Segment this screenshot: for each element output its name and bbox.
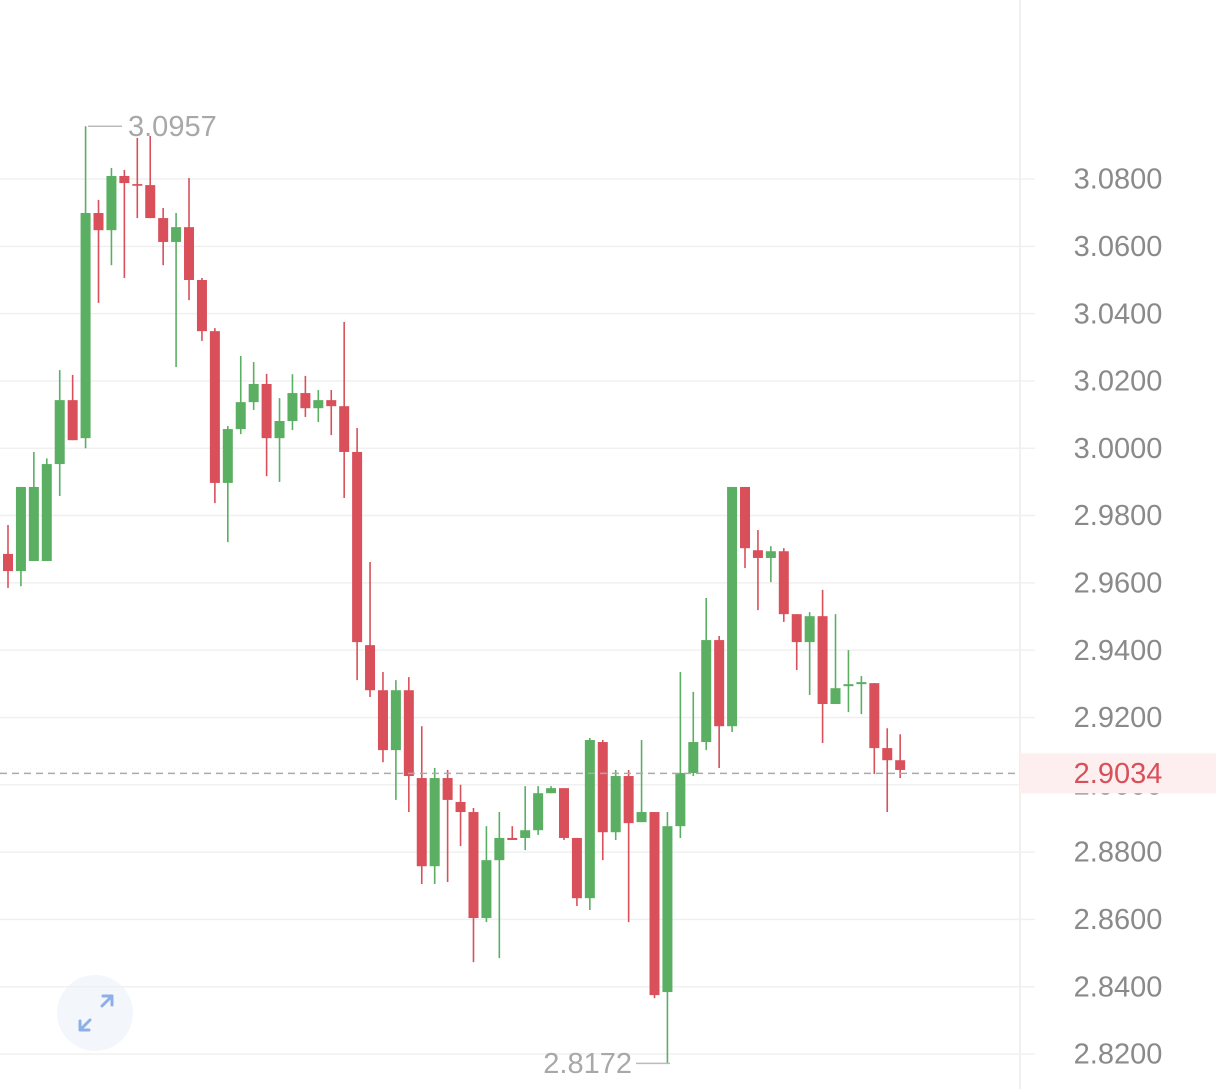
candle-body [67,400,78,441]
candle-body [546,788,557,794]
candle-body [184,227,195,280]
expand-button[interactable] [57,975,133,1051]
candle-body [830,688,841,705]
candle-body [352,451,363,643]
candle-body [326,400,337,407]
candle-body [145,185,156,219]
candle-body [80,213,91,439]
candle-body [714,640,725,727]
candle-body [54,400,65,465]
candle-body [274,420,285,439]
candle-body [339,406,350,452]
y-tick-label: 2.9400 [1074,635,1163,667]
candle-body [377,690,388,751]
y-tick-label: 2.8600 [1074,904,1163,936]
y-tick-label: 3.0200 [1074,366,1163,398]
candle-body [403,690,414,777]
candle-body [442,778,453,800]
candle-body [856,682,867,685]
candle-body [93,213,104,231]
last-price-tag [1020,753,1216,794]
y-tick-label: 2.9600 [1074,568,1163,600]
candle-body [623,776,634,824]
y-tick-label: 3.0800 [1074,164,1163,196]
candle-body [662,826,673,993]
candle-body [507,837,518,840]
candle-body [765,551,776,558]
y-tick-label: 2.9800 [1074,500,1163,532]
candle-body [791,614,802,643]
candle-body [817,616,828,705]
candle-body [313,400,324,409]
candle-body [558,788,569,838]
candle-body [196,279,207,332]
candle-body [15,486,26,572]
candle-body [158,218,169,242]
candle-body [688,742,699,774]
candle-body [171,227,182,242]
candle-body [235,402,246,430]
candle-body [106,176,117,231]
candle-body [843,684,854,687]
candle-body [675,773,686,827]
y-tick-label: 3.0600 [1074,231,1163,263]
candle-body [41,464,52,561]
y-tick-label: 2.8200 [1074,1039,1163,1071]
candle-body [3,553,13,572]
candle-body [132,184,143,186]
candle-body [481,860,492,919]
candle-body [636,812,647,823]
candle-body [778,551,789,615]
candle-body [261,383,272,439]
expand-bg[interactable] [57,975,133,1051]
y-tick-label: 2.8800 [1074,837,1163,869]
y-tick-label: 3.0000 [1074,433,1163,465]
candle-body [416,778,427,867]
expand-icon[interactable] [78,994,114,1032]
candle-body [597,742,608,833]
candle-body [365,645,376,691]
candle-body [740,486,751,549]
candle-body [727,486,738,727]
candle-body [494,837,505,861]
candle-body [520,830,531,838]
y-tick-label: 2.8400 [1074,971,1163,1003]
candle-body [895,760,906,770]
candle-body [701,640,712,743]
candle-body [649,812,660,996]
candle-body [248,383,259,403]
candle-body [119,176,130,184]
candle-body [610,776,621,833]
y-tick-label: 3.0400 [1074,298,1163,330]
y-tick-label: 2.9200 [1074,702,1163,734]
candle-body [429,778,440,867]
candle-body [468,812,479,919]
candle-body [869,683,880,749]
last-price-label: 2.9034 [1074,758,1163,790]
candle-body [752,550,763,558]
candle-body [209,331,220,483]
candle-body [390,690,401,751]
candle-body [804,616,815,643]
max-annotation: 3.0957 [128,111,217,143]
candle-body [300,393,311,409]
candle-body [287,393,298,421]
candle-body [455,801,466,813]
candle-body [882,748,893,761]
min-annotation: 2.8172 [543,1048,632,1080]
candle-body [584,740,595,899]
candle-body [571,837,582,899]
candle-body [222,429,233,483]
candle-body [533,793,544,831]
candle-body [28,486,39,561]
